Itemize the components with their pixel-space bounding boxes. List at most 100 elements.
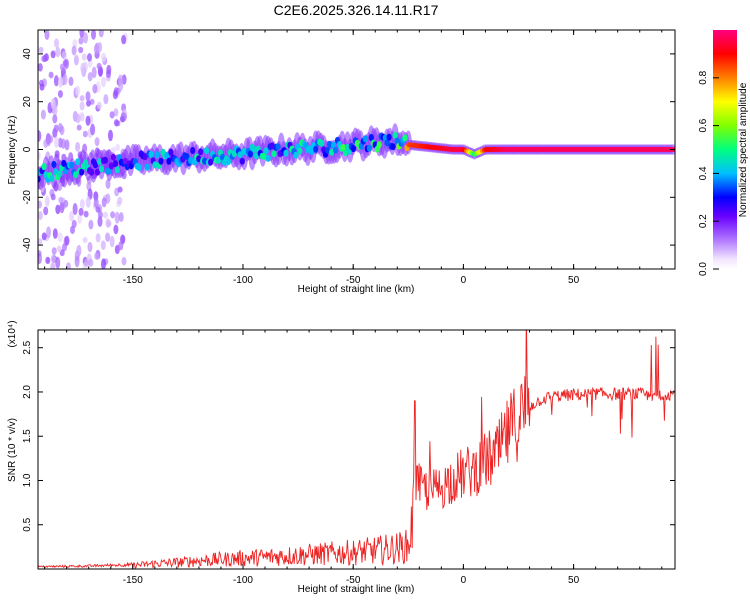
- colorbar-tick-label: 0.4: [698, 166, 709, 180]
- spectrogram-ridge-cell: [319, 139, 325, 147]
- colorbar-label: Normalized spectral amplitude: [738, 82, 749, 217]
- spectrogram-marks: [38, 30, 675, 269]
- snr-y-ticks: 0.5 1.0 1.5 2.0 2.5: [22, 340, 675, 532]
- spectrogram-panel: -150 -100 -50 0 50 -40 -20 0 20 40 Height of str…: [7, 29, 676, 295]
- spectrogram-ridge-cell: [196, 155, 202, 163]
- spectrogram-ridge-cell: [166, 157, 172, 165]
- spectrogram-noise-blob: [97, 211, 103, 219]
- spectrogram-noise-blob: [109, 111, 115, 119]
- spectrogram-noise-blob: [54, 136, 59, 149]
- y-tick-label: 2.5: [22, 340, 33, 354]
- spectrogram-noise-blob: [105, 232, 111, 242]
- spectrogram-ridge-cell: [271, 150, 277, 158]
- spectrogram-ridge-cell: [333, 146, 339, 154]
- spectrogram-noise-blob: [72, 39, 78, 48]
- spectrogram-noise-blob: [44, 195, 50, 207]
- snr-y-axis-label: SNR (10 * v/v): [7, 418, 18, 482]
- spectrogram-ridge-cell: [283, 149, 289, 157]
- spectrogram-noise-blob: [90, 123, 96, 136]
- spectrogram-ridge-cell: [247, 150, 253, 158]
- spectrogram-ridge-cell: [208, 158, 214, 166]
- spectrogram-noise-blob: [79, 112, 85, 122]
- spectrogram-noise-blob: [101, 76, 106, 88]
- spectrogram-noise-blob: [64, 58, 69, 70]
- spectrogram-ridge-cell: [75, 158, 81, 166]
- spectrogram-noise-blob: [80, 62, 86, 74]
- spectrogram-noise-blob: [74, 255, 80, 268]
- spectrogram-ridge-cell: [98, 165, 105, 173]
- spectrogram-ridge-cell: [41, 163, 47, 171]
- spectrogram-noise-blob: [81, 53, 87, 61]
- spectrogram-ridge-cell: [261, 152, 267, 160]
- spectrogram-ridge-cell: [265, 154, 271, 162]
- spectrogram-noise-blob: [52, 104, 58, 116]
- colorbar-tick-label: 0.8: [698, 70, 709, 84]
- spectrogram-noise-blob: [78, 207, 84, 216]
- spectrogram-noise-blob: [85, 196, 91, 208]
- spectrogram-noise-blob: [91, 30, 96, 40]
- spectrogram-noise-blob: [106, 220, 112, 227]
- spectrogram-noise-blob: [112, 90, 118, 100]
- spectrogram-ridge-cell: [269, 142, 275, 150]
- spectrogram-noise-blob: [57, 182, 63, 192]
- spectrogram-ridge-cell: [366, 144, 372, 152]
- colorbar-tick-label: 0.6: [698, 118, 709, 132]
- spectrogram-noise-blob: [121, 257, 127, 266]
- spectrogram-noise-blob: [38, 200, 42, 209]
- spectrogram-ridge-cell: [263, 147, 269, 155]
- spectrogram-ridge-cell: [188, 156, 194, 164]
- spectrogram-noise-blob: [48, 71, 54, 79]
- spectrogram-ridge-cell: [136, 164, 142, 171]
- spectrogram-noise-blob: [78, 37, 84, 45]
- spectrogram-noise-blob: [55, 256, 61, 269]
- spectrogram-ridge-cell: [164, 152, 170, 159]
- spectrogram-noise-blob: [57, 232, 63, 243]
- spectrogram-noise-blob: [57, 90, 63, 98]
- spectrogram-ridge-cell: [368, 134, 374, 141]
- spectrogram-noise-blob: [92, 84, 98, 94]
- spectrogram-ridge-cell: [253, 152, 259, 160]
- chart-title: C2E6.2025.326.14.11.R17: [274, 2, 439, 18]
- spectrogram-noise-blob: [56, 245, 62, 253]
- spectrogram-noise-blob: [76, 244, 82, 257]
- spectrogram-noise-blob: [94, 252, 100, 260]
- spectrogram-noise-blob: [119, 115, 125, 123]
- spectrogram-noise-blob: [109, 235, 115, 248]
- spectrogram-noise-blob: [117, 186, 123, 193]
- y-tick-label: 0: [22, 146, 33, 152]
- spectrogram-ridge-cell: [198, 148, 204, 156]
- spectrogram-noise-blob: [113, 108, 119, 117]
- spectrogram-ridge-cell: [38, 175, 41, 183]
- spectrogram-noise-blob: [68, 76, 74, 86]
- spectrogram-noise-blob: [50, 262, 56, 269]
- spectrogram-ridge-cell: [89, 168, 95, 176]
- spectrogram-noise-blob: [88, 219, 94, 230]
- spectrogram-noise-blob: [101, 258, 106, 269]
- spectrogram-ridge-cell: [376, 141, 382, 149]
- spectrogram-noise-blob: [83, 32, 88, 44]
- y-tick-label: -20: [22, 190, 33, 205]
- spectrogram-ridge-cell: [168, 148, 174, 156]
- spectrogram-noise-blob: [79, 198, 85, 209]
- spectrogram-noise-blob: [86, 100, 91, 107]
- spectrogram-noise-blob: [61, 153, 67, 161]
- spectrogram-x-ticks: -150 -100 -50 0 50: [44, 30, 663, 286]
- spectrogram-noise-blob: [82, 130, 88, 138]
- colorbar: 0.0 0.2 0.4 0.6 0.8 Normalized spectral ampl…: [698, 30, 749, 276]
- spectrogram-ridge-cell: [92, 161, 99, 169]
- spectrogram-noise-blob: [63, 199, 69, 208]
- spectrogram-ridge-cell: [184, 153, 190, 160]
- spectrogram-noise-blob: [72, 203, 78, 215]
- spectrogram-noise-blob: [38, 151, 41, 161]
- spectrogram-ridge-cell: [237, 151, 243, 159]
- spectrogram-ridge-cell: [293, 151, 299, 159]
- x-tick-label: -50: [346, 275, 361, 286]
- spectrogram-noise-blob: [77, 213, 83, 224]
- spectrogram-noise-blob: [55, 204, 61, 215]
- spectrogram-noise-blob: [79, 30, 85, 38]
- spectrogram-ridge-cell: [402, 134, 408, 142]
- spectrogram-ridge-cell: [57, 170, 63, 178]
- spectrogram-noise-blob: [46, 226, 51, 239]
- spectrogram-noise-blob: [83, 210, 89, 218]
- spectrogram-noise-blob: [60, 138, 66, 149]
